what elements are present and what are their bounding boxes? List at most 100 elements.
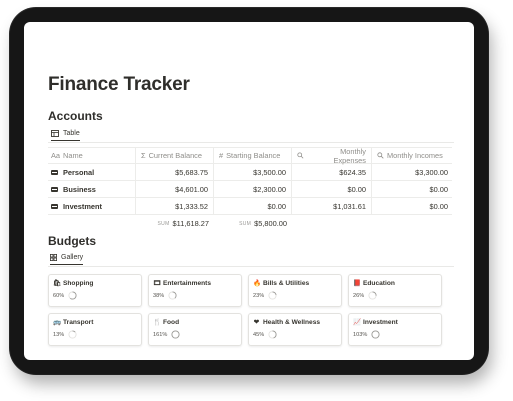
monthly-incomes-cell: $0.00 [429,201,449,211]
gallery-icon [50,254,57,261]
column-header-current-balance[interactable]: Σ Current Balance [136,148,214,163]
monthly-expenses-cell: $1,031.61 [292,198,372,214]
wallet-icon [51,169,58,175]
budget-card[interactable]: 🛍 Shopping 60% [48,274,142,307]
column-header-monthly-incomes[interactable]: Monthly Incomes [372,148,452,163]
starting-balance-cell[interactable]: $0.00 [214,198,292,214]
accounts-heading: Accounts [48,109,103,123]
budgets-gallery: 🛍 Shopping 60% 🎞 Entertainments 38% 🔥 Bills & U… [48,274,448,346]
flame-icon: 🔥 [253,280,262,287]
search-icon [297,152,304,159]
number-icon: # [219,151,224,160]
wallet-icon [51,186,58,192]
budget-card[interactable]: ❤ Health & Wellness 45% [248,313,342,346]
heart-icon: ❤ [253,319,260,326]
monthly-incomes-cell: $0.00 [429,184,449,194]
budget-card-title: 🚌 Transport [53,318,137,327]
accounts-table: Aa Name Σ Current Balance # Starting Bal… [48,147,452,232]
account-name[interactable]: Business [63,184,96,194]
column-header-starting-balance[interactable]: # Starting Balance [214,148,292,163]
account-name[interactable]: Investment [63,201,103,211]
budget-progress: 45% [253,330,337,339]
budget-percent: 45% [253,331,265,338]
budget-card[interactable]: 🔥 Bills & Utilities 23% [248,274,342,307]
column-label: Starting Balance [226,151,281,160]
sum-row: SUM $11,618.27 SUM $5,800.00 [48,215,452,232]
budgets-heading: Budgets [48,234,96,248]
gallery-view-label: Gallery [61,254,84,261]
starting-balance-cell[interactable]: $2,300.00 [214,181,292,197]
budget-card-title: 🍴 Food [153,318,237,327]
table-header-row: Aa Name Σ Current Balance # Starting Bal… [48,146,452,165]
budget-card[interactable]: 📕 Education 26% [348,274,442,307]
tablet-frame: Finance Tracker Accounts Table Aa Name Σ… [10,8,488,374]
book-icon: 📕 [353,280,362,287]
tab-table-view[interactable]: Table [51,130,80,141]
budget-card-title: 🔥 Bills & Utilities [253,279,337,288]
tab-gallery-view[interactable]: Gallery [50,254,84,265]
current-balance-sum[interactable]: SUM $11,618.27 [136,215,214,232]
table-icon [51,130,59,137]
column-label: Current Balance [148,151,202,160]
progress-ring [371,330,380,339]
starting-balance-sum[interactable]: SUM $5,800.00 [214,215,292,232]
column-header-monthly-expenses[interactable]: Monthly Expenses [292,146,372,165]
budget-percent: 103% [353,331,368,338]
budget-name: Transport [63,318,94,326]
budget-card[interactable]: 🎞 Entertainments 38% [148,274,242,307]
column-label: Name [63,151,83,160]
budget-name: Shopping [63,279,94,287]
current-balance-cell: $1,333.52 [136,198,214,214]
table-view-label: Table [63,130,80,137]
progress-ring [268,291,277,300]
budget-percent: 60% [53,292,65,299]
budget-name: Education [363,279,395,287]
budget-name: Investment [363,318,398,326]
progress-ring [171,330,180,339]
budget-progress: 103% [353,330,437,339]
budget-percent: 13% [53,331,65,338]
budget-card-title: 📈 Investment [353,318,437,327]
view-divider [48,266,454,267]
budget-progress: 23% [253,291,337,300]
bus-icon: 🚌 [53,319,62,326]
budget-card[interactable]: 🍴 Food 161% [148,313,242,346]
budget-name: Food [163,318,180,326]
progress-ring [368,291,377,300]
monthly-expenses-cell: $624.35 [292,164,372,180]
budget-name: Health & Wellness [263,318,321,326]
budget-card[interactable]: 🚌 Transport 13% [48,313,142,346]
budget-card[interactable]: 📈 Investment 103% [348,313,442,346]
column-label: Monthly Incomes [387,151,443,160]
budget-percent: 38% [153,292,165,299]
budget-card-title: ❤ Health & Wellness [253,318,337,327]
budget-progress: 26% [353,291,437,300]
text-prop-icon: Aa [51,151,61,160]
page-title: Finance Tracker [48,74,190,95]
budget-progress: 13% [53,330,137,339]
current-balance-cell: $4,601.00 [136,181,214,197]
progress-ring [68,330,77,339]
progress-ring [268,330,277,339]
budget-percent: 26% [353,292,365,299]
budget-progress: 60% [53,291,137,300]
progress-ring [68,291,77,300]
budget-card-title: 🎞 Entertainments [153,279,237,288]
sum-label: SUM [239,220,252,227]
budget-name: Bills & Utilities [263,279,310,287]
starting-balance-cell[interactable]: $3,500.00 [214,164,292,180]
column-label: Monthly Expenses [333,146,366,165]
budget-card-title: 🛍 Shopping [53,279,137,288]
account-name[interactable]: Personal [63,167,95,177]
column-header-name[interactable]: Aa Name [48,148,136,163]
film-icon: 🎞 [153,280,162,287]
budget-percent: 23% [253,292,265,299]
table-row[interactable]: Investment $1,333.52 $0.00 $1,031.61 $0.… [48,198,452,215]
progress-ring [168,291,177,300]
budget-percent: 161% [153,331,168,338]
view-divider [48,142,454,143]
bag-icon: 🛍 [53,280,62,287]
table-row[interactable]: Personal $5,683.75 $3,500.00 $624.35 $3,… [48,164,452,181]
table-row[interactable]: Business $4,601.00 $2,300.00 $0.00 $0.00 [48,181,452,198]
search-icon [377,152,384,159]
